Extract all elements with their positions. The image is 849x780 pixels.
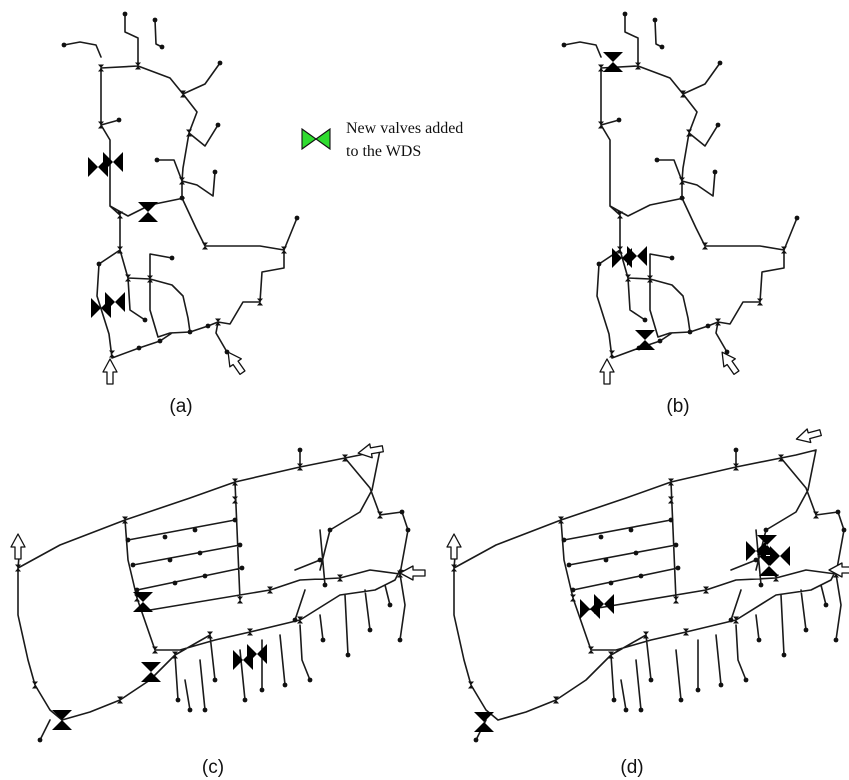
new-valve-icon bbox=[133, 592, 153, 612]
inlet-arrow-icon bbox=[399, 565, 426, 581]
legend: New valves added to the WDS bbox=[301, 120, 463, 160]
panel-a: (a) bbox=[62, 12, 300, 417]
panel-caption-c: (c) bbox=[202, 757, 224, 778]
panel-b: (b) bbox=[562, 12, 800, 417]
new-valve-icon bbox=[247, 644, 267, 664]
new-valve-icon bbox=[105, 292, 125, 312]
network-diagram-c bbox=[15, 448, 410, 743]
inlet-arrow-icon bbox=[599, 358, 615, 385]
new-valve-icon bbox=[103, 152, 123, 172]
new-valve-icon bbox=[635, 330, 655, 350]
new-valve-icon bbox=[138, 202, 158, 222]
network-diagram-b bbox=[562, 12, 800, 358]
new-valve-icon bbox=[594, 594, 614, 614]
new-valve-icon bbox=[474, 712, 494, 732]
inlet-arrow-icon bbox=[793, 425, 824, 447]
new-valve-icon bbox=[770, 546, 790, 566]
new-valve-icon bbox=[52, 710, 72, 730]
inlet-arrow-icon bbox=[828, 562, 849, 578]
panel-c: (c) bbox=[10, 441, 426, 778]
inlet-arrow-icon bbox=[102, 358, 118, 385]
valve-icon bbox=[301, 127, 331, 151]
new-valve-icon bbox=[603, 52, 623, 72]
legend-line-1: New valves added bbox=[346, 120, 463, 137]
new-valve-icon bbox=[627, 246, 647, 266]
inlet-arrow-icon bbox=[356, 441, 385, 461]
panel-caption-a: (a) bbox=[169, 396, 192, 417]
network-diagram-d bbox=[451, 448, 846, 743]
inlet-arrow-icon bbox=[446, 533, 462, 560]
legend-line-2: to the WDS bbox=[346, 143, 421, 160]
panel-caption-d: (d) bbox=[620, 757, 643, 778]
panel-caption-b: (b) bbox=[666, 396, 689, 417]
panel-d: (d) bbox=[446, 425, 849, 778]
inlet-arrow-icon bbox=[10, 533, 26, 560]
